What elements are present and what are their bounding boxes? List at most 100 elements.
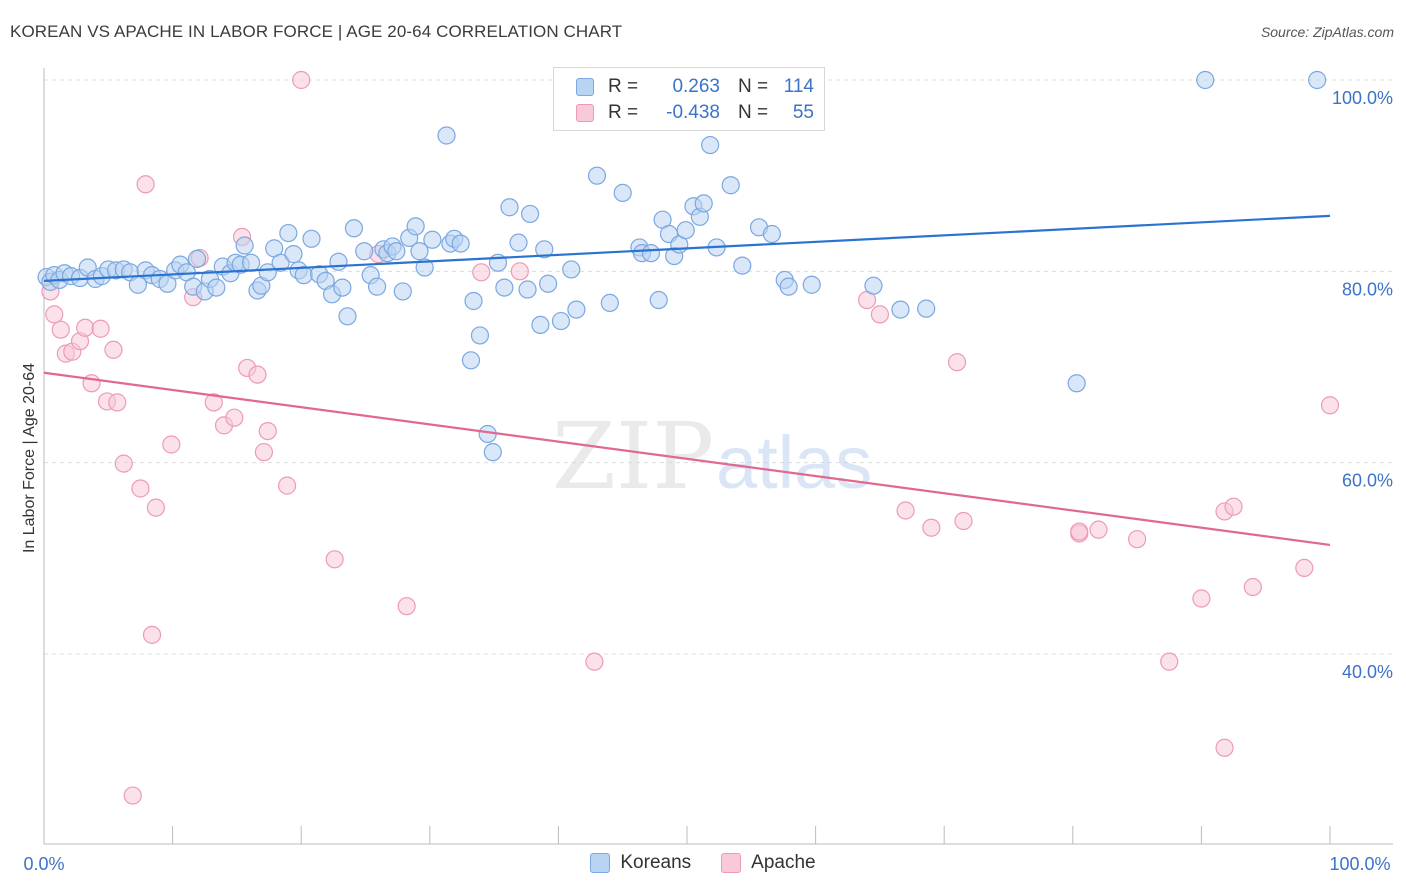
watermark-zip: ZIP xyxy=(552,403,714,510)
legend-item-apache[interactable]: Apache xyxy=(721,852,816,874)
apache-point xyxy=(947,353,967,372)
watermark-atlas: atlas xyxy=(716,421,872,504)
korean-point xyxy=(235,236,254,255)
legend-n-label: N = xyxy=(738,76,769,97)
legend-swatch-koreans xyxy=(576,78,594,96)
trend-lines xyxy=(43,214,1331,547)
apache-point xyxy=(146,498,165,517)
apache-point xyxy=(922,518,941,537)
stats-legend: R = 0.263 N = 114 R = -0.438 N = 55 xyxy=(553,67,825,131)
apache-point xyxy=(76,318,95,337)
korean-point xyxy=(762,224,781,244)
legend-row-koreans: R = 0.263 N = 114 xyxy=(576,75,814,99)
korean-point xyxy=(509,233,528,252)
korean-point xyxy=(333,278,352,297)
korean-point xyxy=(539,274,558,293)
korean-point xyxy=(355,242,374,261)
apache-point xyxy=(258,421,277,441)
apache-points xyxy=(41,70,1340,805)
apache-point xyxy=(277,476,297,495)
x-tick-label: 0.0% xyxy=(23,854,64,874)
korean-point xyxy=(187,249,207,268)
apache-point xyxy=(204,393,223,412)
apache-point xyxy=(472,263,491,282)
x-tick-label: 100.0% xyxy=(1329,854,1390,874)
y-tick-label: 40.0% xyxy=(1342,662,1393,682)
apache-point xyxy=(136,175,155,194)
korean-point xyxy=(521,204,540,224)
korean-point xyxy=(387,242,406,261)
apache-point xyxy=(108,393,127,412)
apache-point xyxy=(225,408,244,427)
apache-point xyxy=(325,550,344,569)
korean-point xyxy=(500,198,519,217)
korean-point xyxy=(338,307,357,326)
legend-n-label: N = xyxy=(738,102,769,123)
korean-point xyxy=(779,277,798,296)
apache-point xyxy=(585,652,604,671)
legend-swatch-apache xyxy=(721,853,742,873)
korean-point xyxy=(531,315,550,335)
apache-point xyxy=(162,435,181,454)
watermark: ZIP atlas xyxy=(552,403,872,510)
apache-point xyxy=(104,340,123,359)
y-axis-label: In Labor Force | Age 20-64 xyxy=(21,363,38,553)
apache-point xyxy=(954,511,973,531)
legend-row-apache: R = -0.438 N = 55 xyxy=(576,101,814,125)
apache-point xyxy=(292,70,311,90)
legend-swatch-apache xyxy=(576,104,594,122)
korean-point xyxy=(518,280,537,299)
apache-point xyxy=(1243,577,1262,597)
apache-point xyxy=(1224,497,1243,516)
source-label: Source: ZipAtlas.com xyxy=(1260,24,1394,40)
apache-point xyxy=(1215,738,1234,757)
korean-point xyxy=(864,276,883,295)
apache-point xyxy=(1160,652,1179,671)
apache-point xyxy=(1127,530,1147,549)
apache-point xyxy=(1089,520,1108,539)
korean-point xyxy=(302,229,321,248)
y-tick-label: 100.0% xyxy=(1332,88,1393,108)
korean-point xyxy=(284,245,303,264)
apache-point xyxy=(51,320,70,339)
y-tick-label: 80.0% xyxy=(1342,279,1393,299)
legend-r-label: R = xyxy=(608,102,639,123)
apache-point xyxy=(45,305,64,324)
tick-labels: 40.0% 60.0% 80.0% 100.0% 0.0% 100.0% xyxy=(23,88,1393,874)
apache-point xyxy=(114,454,133,473)
korean-point xyxy=(423,230,442,249)
apache-point xyxy=(510,262,529,281)
apache-point xyxy=(142,625,162,644)
korean-point xyxy=(701,135,720,155)
korean-point xyxy=(551,311,571,331)
legend-r-label: R = xyxy=(608,76,639,97)
apache-point xyxy=(870,305,890,324)
apache-point xyxy=(1192,589,1211,608)
apache-point xyxy=(123,786,142,805)
apache-trend-line xyxy=(43,371,1331,547)
korean-point xyxy=(461,351,481,370)
legend-swatch-koreans xyxy=(590,853,611,873)
legend-n-value: 55 xyxy=(792,102,814,123)
korean-point xyxy=(437,126,456,145)
apache-point xyxy=(397,597,416,616)
korean-point xyxy=(721,176,740,195)
korean-point xyxy=(676,221,695,240)
korean-point xyxy=(917,299,936,318)
axes xyxy=(43,68,1393,845)
apache-point xyxy=(1320,396,1340,415)
apache-point xyxy=(896,501,915,520)
korean-point xyxy=(891,300,910,319)
korean-point xyxy=(393,282,412,301)
korean-point xyxy=(733,256,752,275)
korean-point xyxy=(802,275,821,294)
korean-point xyxy=(1196,70,1215,90)
korean-point xyxy=(483,443,502,462)
y-tick-label: 60.0% xyxy=(1342,471,1393,491)
korean-point xyxy=(241,253,261,272)
korean-point xyxy=(415,258,434,277)
korean-point xyxy=(329,252,348,271)
legend-label-koreans: Koreans xyxy=(620,852,692,873)
legend-item-koreans[interactable]: Koreans xyxy=(590,852,691,874)
korean-point xyxy=(367,277,387,296)
